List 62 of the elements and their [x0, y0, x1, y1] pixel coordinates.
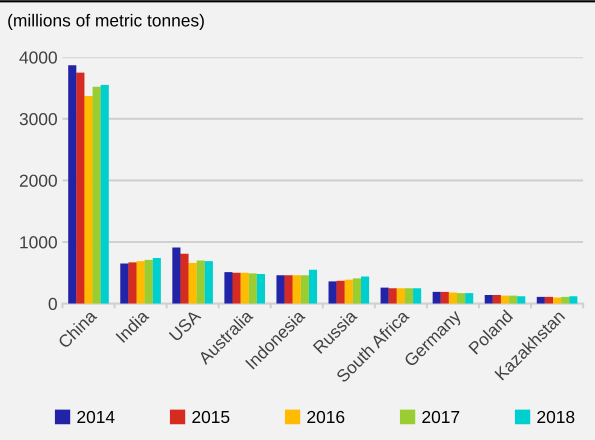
bar: [300, 275, 309, 304]
bar: [440, 292, 449, 304]
y-tick-label: 2000: [20, 174, 57, 187]
bar: [361, 276, 370, 304]
bar: [484, 294, 493, 304]
bar: [544, 296, 554, 304]
bar: [509, 296, 518, 304]
bar: [152, 258, 161, 304]
bar: [561, 296, 570, 304]
bar: [188, 262, 197, 304]
legend-label: 2018: [537, 410, 574, 424]
bar: [336, 280, 345, 304]
bar: [172, 248, 180, 304]
bar: [344, 280, 353, 304]
bar: [196, 260, 205, 304]
x-tick-label: USA: [168, 308, 202, 342]
bar: [500, 296, 510, 304]
bar: [388, 288, 397, 304]
bar: [144, 260, 153, 304]
y-tick-label: 4000: [19, 51, 57, 64]
bar: [352, 278, 361, 304]
bar: [465, 293, 474, 304]
bar: [84, 96, 93, 304]
legend-label: 2015: [192, 410, 230, 424]
bar: [76, 72, 84, 304]
bar: [92, 86, 101, 304]
chart-title: (millions of metric tonnes): [8, 14, 204, 30]
bar: [224, 272, 233, 304]
bar: [380, 288, 389, 304]
bar: [457, 293, 466, 304]
bar: [284, 275, 293, 304]
bar: [120, 264, 128, 304]
bar: [396, 288, 405, 304]
bar: [517, 296, 526, 304]
bar: [128, 262, 137, 304]
bar: [413, 288, 422, 304]
bar: [492, 294, 501, 304]
bar: [308, 270, 318, 304]
bar: [404, 288, 414, 304]
bar: [553, 297, 562, 304]
bar: [432, 292, 441, 304]
bar: [204, 261, 213, 304]
bar: [68, 65, 76, 304]
bar: [240, 272, 249, 304]
bar: [180, 254, 189, 304]
bar: [328, 281, 337, 304]
y-tick-label: 0: [48, 298, 57, 310]
bar: [536, 296, 545, 304]
bar: [569, 296, 578, 304]
bar: [292, 275, 301, 304]
y-tick-label: 1000: [20, 236, 57, 248]
legend-label: 2014: [77, 410, 115, 424]
bar: [136, 261, 145, 304]
legend-label: 2016: [307, 410, 344, 424]
bar: [248, 273, 257, 304]
bar: [100, 84, 109, 304]
bar: [232, 272, 241, 304]
bar: [276, 275, 285, 304]
bar: [256, 274, 265, 304]
legend-label: 2017: [422, 410, 460, 424]
y-tick-label: 3000: [20, 112, 57, 126]
bar: [448, 292, 458, 304]
